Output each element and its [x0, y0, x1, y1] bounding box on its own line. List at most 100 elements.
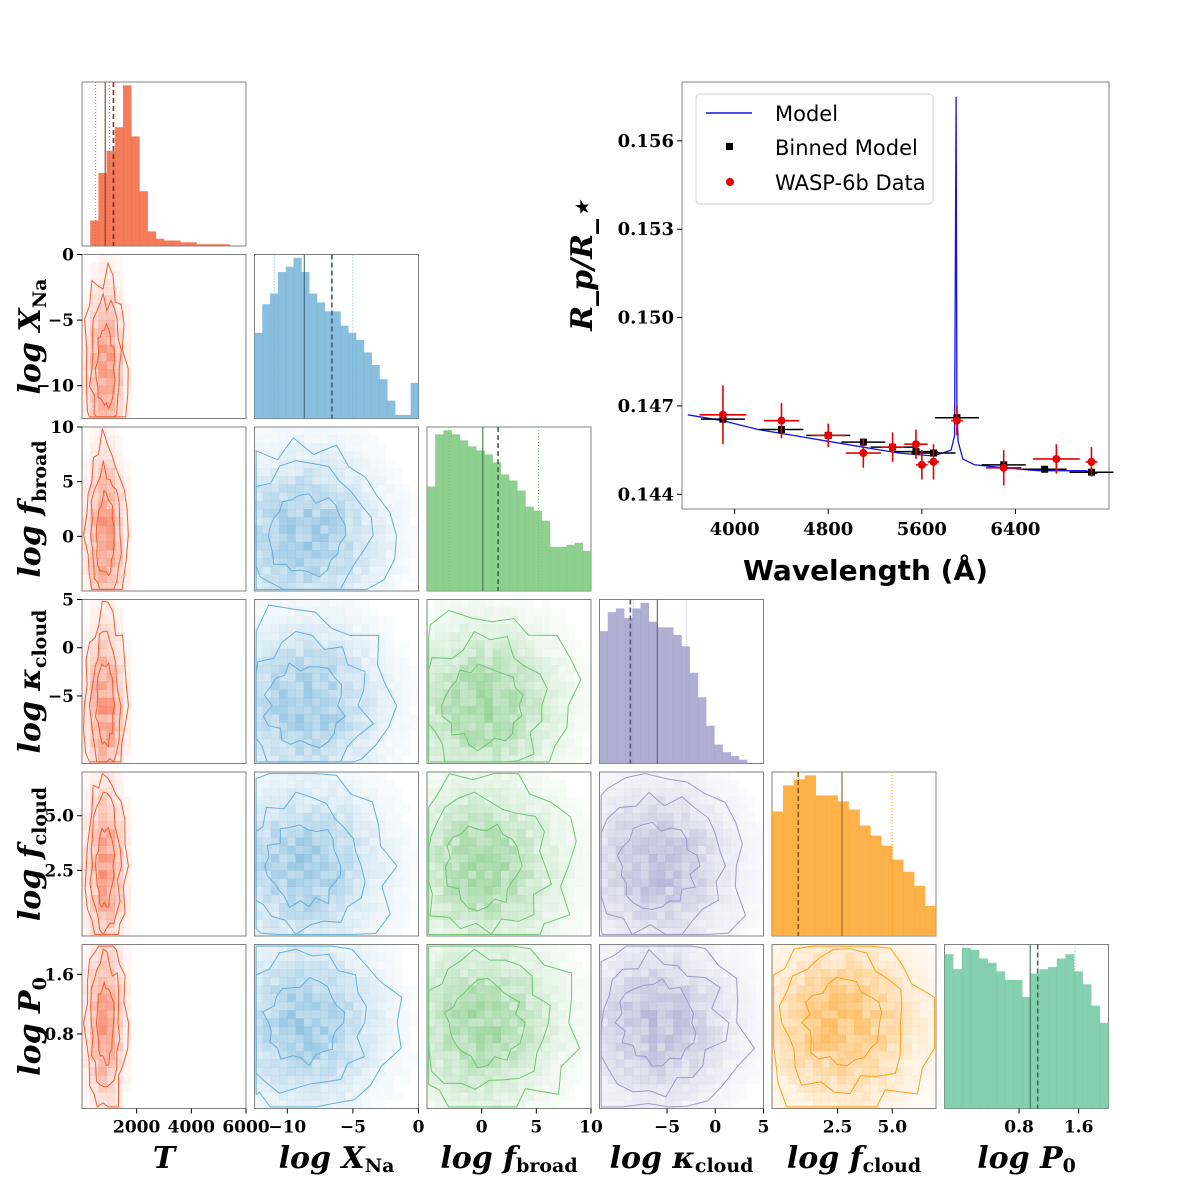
corner-cell-log_f_cloud-log_f_cloud [771, 771, 937, 937]
density-bin [772, 977, 781, 986]
density-bin [903, 969, 912, 978]
density-bin [254, 435, 263, 444]
contour-line [84, 261, 129, 418]
density-bin [468, 903, 477, 912]
density-bin [459, 903, 469, 912]
density-bin [385, 730, 395, 740]
density-bin [599, 804, 608, 814]
density-bin [270, 886, 280, 896]
density-bin [114, 969, 124, 978]
density-bin [352, 566, 362, 575]
density-bin [780, 1075, 789, 1085]
hist-bar [356, 339, 365, 419]
density-bin [270, 870, 280, 879]
density-bin [90, 788, 99, 797]
density-bin [254, 985, 263, 994]
density-bin [903, 993, 912, 1003]
density-bin [262, 665, 272, 674]
density-bin [862, 1018, 871, 1027]
density-bin [607, 1083, 617, 1093]
density-bin [295, 747, 304, 756]
density-bin [738, 1075, 748, 1085]
density-bin [689, 821, 699, 830]
density-bin [714, 813, 723, 822]
density-bin [270, 550, 280, 559]
density-bin [254, 451, 263, 460]
density-bin [837, 977, 846, 986]
density-bin [344, 1083, 354, 1093]
density-bin [98, 599, 107, 608]
density-bin [747, 911, 756, 920]
density-bin [525, 952, 534, 962]
density-bin [361, 468, 370, 477]
density-bin [106, 927, 115, 937]
density-bin [656, 862, 666, 871]
data-point [999, 463, 1008, 472]
density-bin [287, 993, 296, 1003]
density-bin [435, 772, 444, 781]
density-bin [747, 1026, 756, 1035]
density-bin [427, 673, 436, 682]
density-bin [730, 895, 740, 904]
density-bin [295, 854, 304, 863]
density-bin [262, 697, 272, 707]
density-bin [279, 903, 288, 912]
density-bin [82, 952, 91, 962]
density-bin [435, 919, 444, 928]
density-bin [279, 854, 288, 863]
density-bin [106, 582, 115, 592]
density-bin [106, 361, 115, 370]
density-bin [114, 1010, 124, 1019]
density-bin [673, 1092, 682, 1101]
density-bin [352, 517, 362, 526]
density-bin [254, 977, 263, 986]
density-bin [435, 738, 444, 748]
density-bin [673, 1083, 682, 1093]
density-bin [500, 1034, 510, 1044]
density-bin [385, 837, 395, 846]
density-bin [336, 927, 345, 937]
density-bin [352, 1083, 362, 1093]
density-bin [435, 1075, 444, 1085]
density-bin [673, 944, 682, 953]
density-bin [287, 870, 296, 879]
density-bin [804, 1092, 814, 1101]
density-bin [369, 656, 378, 666]
density-bin [599, 993, 608, 1003]
density-bin [533, 969, 542, 978]
density-bin [287, 878, 296, 887]
density-bin [468, 1100, 477, 1109]
density-bin [262, 829, 272, 838]
density-bin [632, 772, 641, 781]
density-bin [377, 927, 386, 937]
density-bin [303, 648, 313, 658]
density-bin [632, 944, 641, 953]
density-bin [385, 665, 395, 674]
density-bin [780, 985, 789, 994]
density-bin [640, 1067, 649, 1076]
density-bin [714, 977, 723, 986]
density-bin [287, 632, 296, 641]
density-bin [443, 1067, 452, 1076]
density-bin [730, 796, 740, 805]
density-bin [377, 813, 386, 822]
hist-bar [697, 697, 707, 764]
density-bin [287, 673, 296, 682]
density-bin [550, 706, 559, 715]
density-bin [582, 878, 592, 887]
density-bin [303, 927, 313, 937]
density-bin [106, 254, 115, 263]
density-bin [287, 648, 296, 658]
density-bin [870, 1067, 879, 1076]
density-bin [262, 969, 272, 978]
density-bin [681, 911, 690, 920]
density-bin [270, 1010, 280, 1019]
density-bin [270, 1051, 280, 1060]
density-bin [123, 1042, 132, 1052]
density-bin [311, 813, 321, 822]
density-bin [615, 977, 625, 986]
density-bin [82, 944, 91, 953]
density-bin [509, 607, 518, 617]
density-bin [82, 927, 91, 937]
density-bin [320, 599, 329, 608]
